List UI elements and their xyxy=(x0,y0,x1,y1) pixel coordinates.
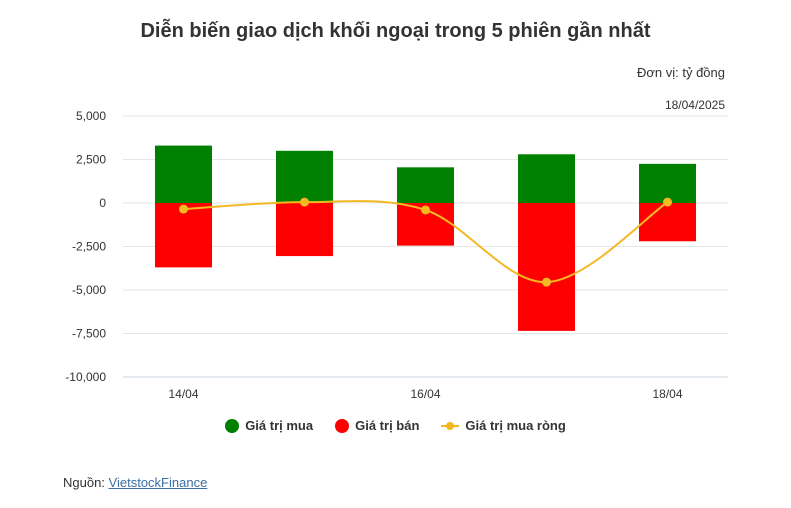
bar-sell[interactable] xyxy=(276,203,333,257)
legend-net-label: Giá trị mua ròng xyxy=(465,418,566,433)
date-label: 18/04/2025 xyxy=(664,98,725,112)
net-point[interactable] xyxy=(663,197,672,207)
source-label: Nguồn: xyxy=(63,475,105,490)
bar-sell[interactable] xyxy=(518,203,575,331)
y-tick-label: 5,000 xyxy=(76,109,106,123)
x-tick-label: 14/04 xyxy=(168,387,198,401)
y-axis-ticks: 5,000 2,500 0 -2,500 -5,000 -7,500 -10,000 xyxy=(65,109,106,384)
x-axis-ticks: 14/04 16/04 18/04 xyxy=(168,387,682,401)
net-point[interactable] xyxy=(179,204,188,214)
y-tick-label: -10,000 xyxy=(65,370,106,384)
grid-lines xyxy=(123,115,728,378)
net-point[interactable] xyxy=(542,277,551,287)
bars xyxy=(155,145,696,331)
x-tick-label: 18/04 xyxy=(652,387,682,401)
net-point[interactable] xyxy=(300,197,309,207)
x-tick-label: 16/04 xyxy=(410,387,440,401)
legend-buy-label: Giá trị mua xyxy=(245,418,314,433)
y-tick-label: 2,500 xyxy=(76,153,106,167)
y-tick-label: -7,500 xyxy=(72,327,106,341)
bar-buy[interactable] xyxy=(155,145,212,203)
legend-item-net[interactable]: Giá trị mua ròng xyxy=(441,418,566,433)
chart-title: Diễn biến giao dịch khối ngoại trong 5 p… xyxy=(140,20,651,42)
source-credit: Nguồn: VietstockFinance xyxy=(63,475,207,490)
y-tick-label: -2,500 xyxy=(72,240,106,254)
bar-buy[interactable] xyxy=(639,163,696,203)
bar-buy[interactable] xyxy=(518,154,575,203)
bar-sell[interactable] xyxy=(639,203,696,242)
unit-label: Đơn vị: tỷ đồng xyxy=(636,65,725,80)
legend-buy-swatch xyxy=(225,418,240,433)
y-tick-label: 0 xyxy=(99,196,106,210)
legend-item-buy[interactable]: Giá trị mua xyxy=(225,418,313,433)
legend-item-sell[interactable]: Giá trị bán xyxy=(335,418,419,433)
source-link[interactable]: VietstockFinance xyxy=(108,475,208,490)
y-tick-label: -5,000 xyxy=(72,283,106,297)
net-line xyxy=(179,197,672,287)
legend-sell-swatch xyxy=(335,418,350,433)
bar-buy[interactable] xyxy=(397,167,454,203)
bar-buy[interactable] xyxy=(276,150,333,203)
legend-sell-label: Giá trị bán xyxy=(355,418,420,433)
legend-net-swatch xyxy=(441,419,460,433)
bar-sell[interactable] xyxy=(155,203,212,268)
legend: Giá trị mua Giá trị bán Giá trị mua ròng xyxy=(0,418,791,433)
net-point[interactable] xyxy=(421,205,430,215)
